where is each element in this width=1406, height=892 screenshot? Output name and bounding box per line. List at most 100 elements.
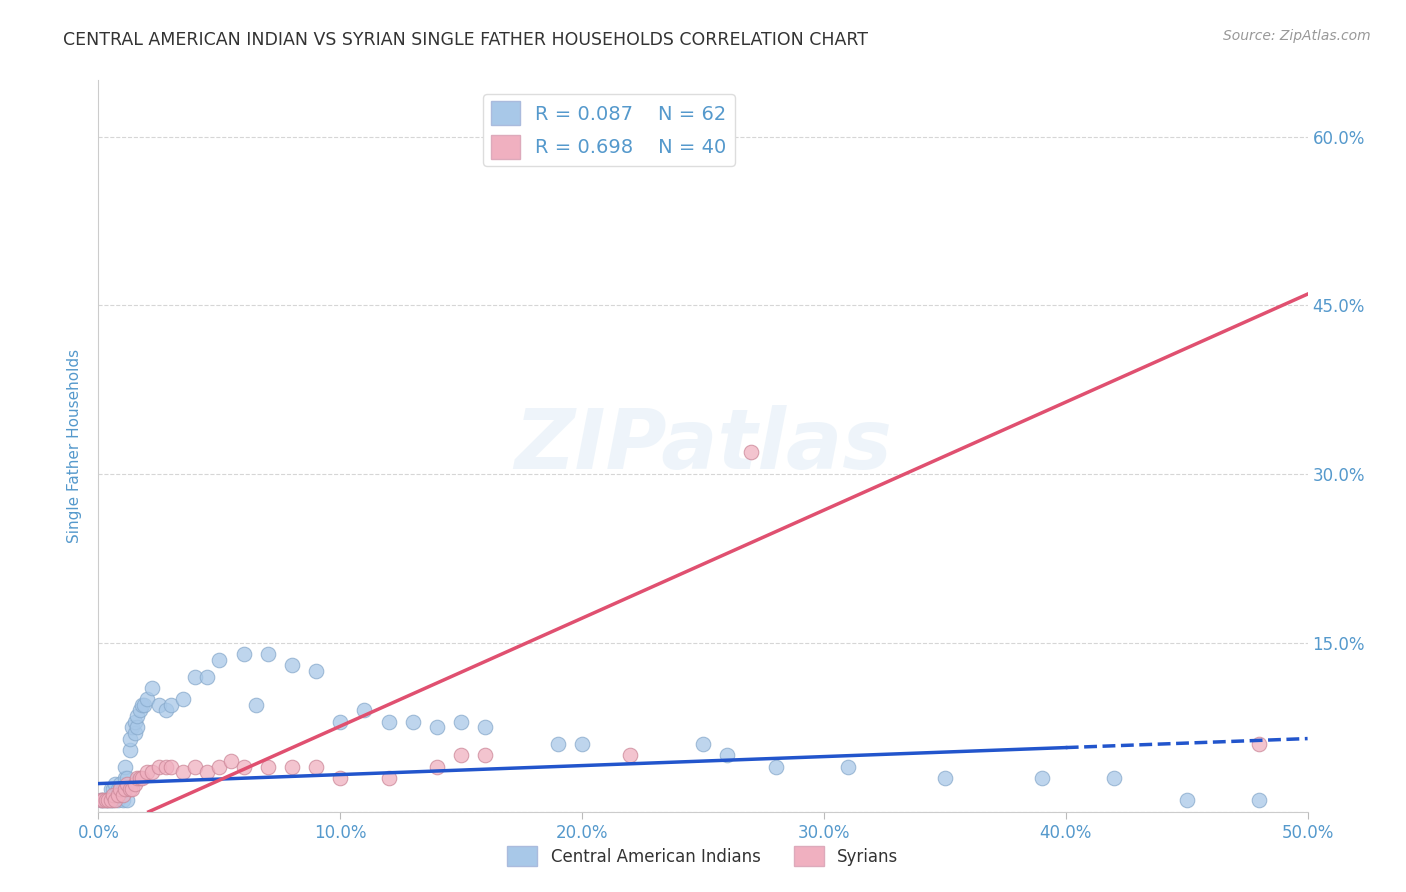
Point [837,760,859,774]
Point [127,771,149,785]
Point [114,771,136,785]
Point [107,793,129,807]
Point [474,720,496,734]
Point [131,771,153,785]
Y-axis label: Single Father Households: Single Father Households [67,349,83,543]
Point [305,664,328,678]
Point [100,782,122,797]
Point [101,793,124,807]
Point [114,782,136,797]
Point [127,720,149,734]
Point [765,760,787,774]
Point [426,760,449,774]
Point [184,760,207,774]
Point [195,765,218,780]
Point [256,760,278,774]
Point [121,782,143,797]
Text: Source: ZipAtlas.com: Source: ZipAtlas.com [1223,29,1371,43]
Point [1175,793,1198,807]
Point [160,698,183,712]
Point [107,782,129,797]
Text: CENTRAL AMERICAN INDIAN VS SYRIAN SINGLE FATHER HOUSEHOLDS CORRELATION CHART: CENTRAL AMERICAN INDIAN VS SYRIAN SINGLE… [63,31,869,49]
Point [118,743,141,757]
Point [117,771,139,785]
Point [232,760,254,774]
Point [114,760,136,774]
Point [135,692,157,706]
Point [148,698,170,712]
Point [402,714,425,729]
Point [104,788,127,802]
Point [329,714,352,729]
Point [571,737,593,751]
Point [111,788,134,802]
Point [474,748,496,763]
Point [117,793,139,807]
Point [716,748,738,763]
Point [281,760,304,774]
Point [107,788,129,802]
Text: ZIPatlas: ZIPatlas [515,406,891,486]
Legend: Central American Indians, Syrians: Central American Indians, Syrians [501,839,905,873]
Point [118,782,141,797]
Point [281,658,304,673]
Point [108,788,131,802]
Point [740,444,762,458]
Point [97,793,120,807]
Point [101,788,124,802]
Point [100,793,122,807]
Point [208,653,231,667]
Point [1249,737,1271,751]
Point [160,760,183,774]
Point [377,771,399,785]
Point [1249,793,1271,807]
Point [117,776,139,790]
Point [94,793,117,807]
Point [90,793,112,807]
Point [619,748,641,763]
Point [101,782,124,797]
Point [547,737,569,751]
Point [1031,771,1053,785]
Point [104,793,127,807]
Point [256,647,278,661]
Point [94,793,117,807]
Point [155,760,177,774]
Point [127,709,149,723]
Point [195,670,218,684]
Point [100,793,122,807]
Point [377,714,399,729]
Point [124,776,146,790]
Legend: R = 0.087    N = 62, R = 0.698    N = 40: R = 0.087 N = 62, R = 0.698 N = 40 [484,94,734,167]
Point [208,760,231,774]
Point [111,793,134,807]
Point [245,698,267,712]
Point [934,771,956,785]
Point [141,681,163,695]
Point [692,737,714,751]
Point [118,731,141,746]
Point [131,698,153,712]
Point [450,714,472,729]
Point [128,703,150,717]
Point [141,765,163,780]
Point [90,793,112,807]
Point [450,748,472,763]
Point [91,793,114,807]
Point [128,771,150,785]
Point [329,771,352,785]
Point [135,765,157,780]
Point [1102,771,1125,785]
Point [148,760,170,774]
Point [184,670,207,684]
Point [305,760,328,774]
Point [353,703,375,717]
Point [124,714,146,729]
Point [134,698,156,712]
Point [232,647,254,661]
Point [104,776,127,790]
Point [108,776,131,790]
Point [108,782,131,797]
Point [172,765,194,780]
Point [124,726,146,740]
